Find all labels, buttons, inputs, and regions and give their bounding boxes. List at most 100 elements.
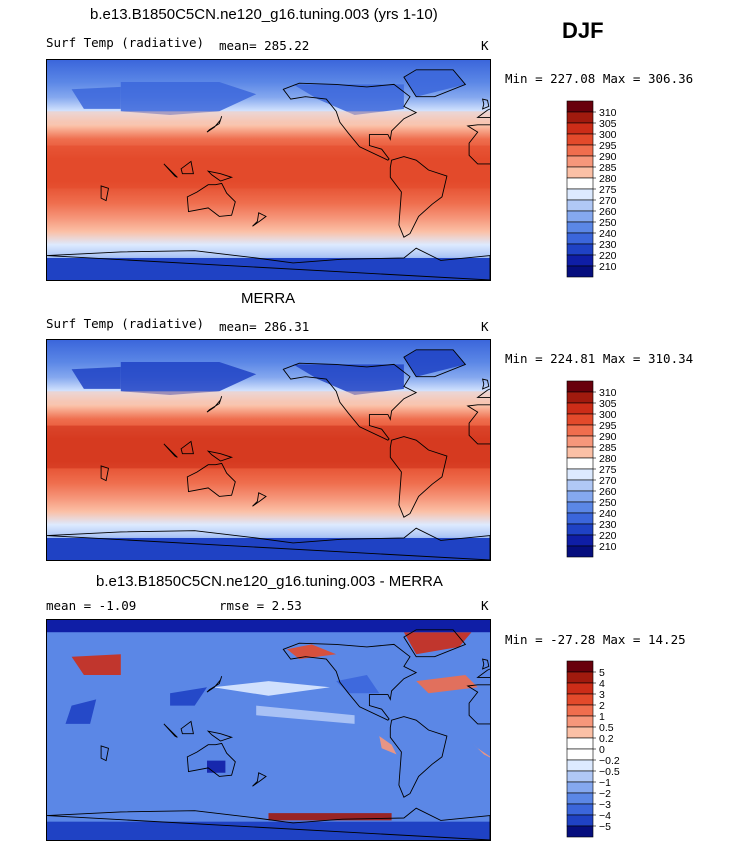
colorbar-label: −1 — [599, 777, 611, 789]
difference-anomaly-region — [65, 699, 97, 724]
colorbar-box — [566, 424, 594, 437]
coastline — [47, 247, 490, 280]
colorbar-box — [566, 177, 594, 190]
colorbar-box — [566, 133, 594, 146]
colorbar-label: 240 — [599, 228, 617, 240]
difference-anomaly-region — [416, 675, 478, 694]
colorbar-label: 250 — [599, 497, 617, 509]
coastline — [481, 378, 490, 390]
coastline — [389, 716, 448, 798]
coastline — [389, 436, 448, 518]
colorbar-box — [566, 188, 594, 201]
cold-land-region — [293, 84, 404, 115]
colorbar-label: 280 — [599, 173, 617, 185]
antarctic-region — [47, 258, 490, 280]
panel-1-colorbar: 310 305 300 295 290 285 280 275 270 260 250 240 230 2… — [566, 100, 627, 278]
colorbar-box — [566, 468, 594, 481]
coastline — [206, 450, 234, 462]
colorbar-box — [566, 210, 594, 223]
colorbar-label: 260 — [599, 206, 617, 218]
colorbar-box — [566, 111, 594, 124]
panel-3-mean: mean = -1.09 — [46, 598, 137, 613]
colorbar-box — [566, 770, 594, 783]
cold-land-region — [71, 366, 121, 389]
surface-temperature-difference-map — [47, 620, 490, 840]
colorbar-label: −0.2 — [599, 755, 620, 767]
coastline — [100, 185, 110, 202]
colorbar-box — [566, 391, 594, 404]
colorbar-label: 305 — [599, 118, 617, 130]
colorbar-box — [566, 534, 594, 547]
colorbar-label: 260 — [599, 486, 617, 498]
colorbar-box — [566, 479, 594, 492]
colorbar-label: 310 — [599, 387, 617, 399]
colorbar-label: 300 — [599, 129, 617, 141]
colorbar-label: 5 — [599, 667, 605, 679]
colorbar-box — [566, 737, 594, 750]
colorbar-box — [566, 380, 594, 393]
panel-1-map — [46, 59, 491, 281]
colorbar-label: 3 — [599, 689, 605, 701]
colorbar-label: 305 — [599, 398, 617, 410]
colorbar-box — [566, 166, 594, 179]
panel-1-units: K — [481, 38, 489, 53]
colorbar-box — [566, 814, 594, 827]
panel-2-title: MERRA — [241, 290, 296, 307]
colorbar-label: 0.5 — [599, 722, 614, 734]
coastline — [403, 349, 467, 378]
coastline — [186, 742, 236, 777]
colorbar-box — [566, 265, 594, 278]
panel-3-map — [46, 619, 491, 841]
colorbar-box — [566, 512, 594, 525]
colorbar-label: −2 — [599, 788, 611, 800]
panel-1-variable: Surf Temp (radiative) — [46, 35, 205, 50]
coastline — [252, 772, 267, 787]
cold-land-region — [71, 86, 121, 109]
difference-anomaly-region — [207, 760, 226, 773]
colorbar-label: 250 — [599, 217, 617, 229]
colorbar-label: 290 — [599, 151, 617, 163]
difference-anomaly-region — [287, 644, 337, 660]
difference-anomaly-region — [71, 654, 121, 675]
coastline — [180, 720, 194, 735]
colorbar-box — [566, 545, 594, 558]
colorbar-box — [566, 155, 594, 168]
colorbar-label: 285 — [599, 162, 617, 174]
coastline — [481, 98, 490, 110]
season-label: DJF — [562, 18, 604, 43]
colorbar-label: 240 — [599, 508, 617, 520]
surface-temperature-map-merra — [47, 340, 490, 560]
difference-field — [47, 620, 490, 840]
colorbar-label: 220 — [599, 530, 617, 542]
coastline — [206, 676, 223, 693]
coastline — [389, 156, 448, 238]
colorbar-label: 0.2 — [599, 733, 614, 745]
coastline — [100, 745, 110, 762]
colorbar-box — [566, 254, 594, 267]
colorbar-label: 4 — [599, 678, 605, 690]
colorbar-label: 300 — [599, 409, 617, 421]
colorbar-box — [566, 100, 594, 113]
coastline — [252, 212, 267, 227]
coastline — [163, 163, 178, 178]
difference-anomaly-region — [403, 632, 472, 655]
panel-3-units: K — [481, 598, 489, 613]
coastline — [206, 396, 223, 413]
colorbar-box — [566, 413, 594, 426]
colorbar-box — [566, 199, 594, 212]
antarctic-difference-region — [47, 821, 490, 840]
coastline — [47, 807, 490, 840]
midlatitude-band — [47, 391, 490, 404]
panel-2-minmax: Min = 224.81 Max = 310.34 — [505, 351, 694, 366]
colorbar-label: −4 — [599, 810, 611, 822]
colorbar-label: 270 — [599, 195, 617, 207]
panel-2-colorbar: 310 305 300 295 290 285 280 275 270 260 250 240 230 2… — [566, 380, 627, 558]
colorbar-box — [566, 144, 594, 157]
colorbar-box — [566, 803, 594, 816]
coastline — [403, 69, 467, 98]
coastline — [481, 658, 490, 670]
colorbar-box — [566, 402, 594, 415]
colorbar-box — [566, 748, 594, 761]
colorbar-box — [566, 781, 594, 794]
colorbar-box — [566, 122, 594, 135]
